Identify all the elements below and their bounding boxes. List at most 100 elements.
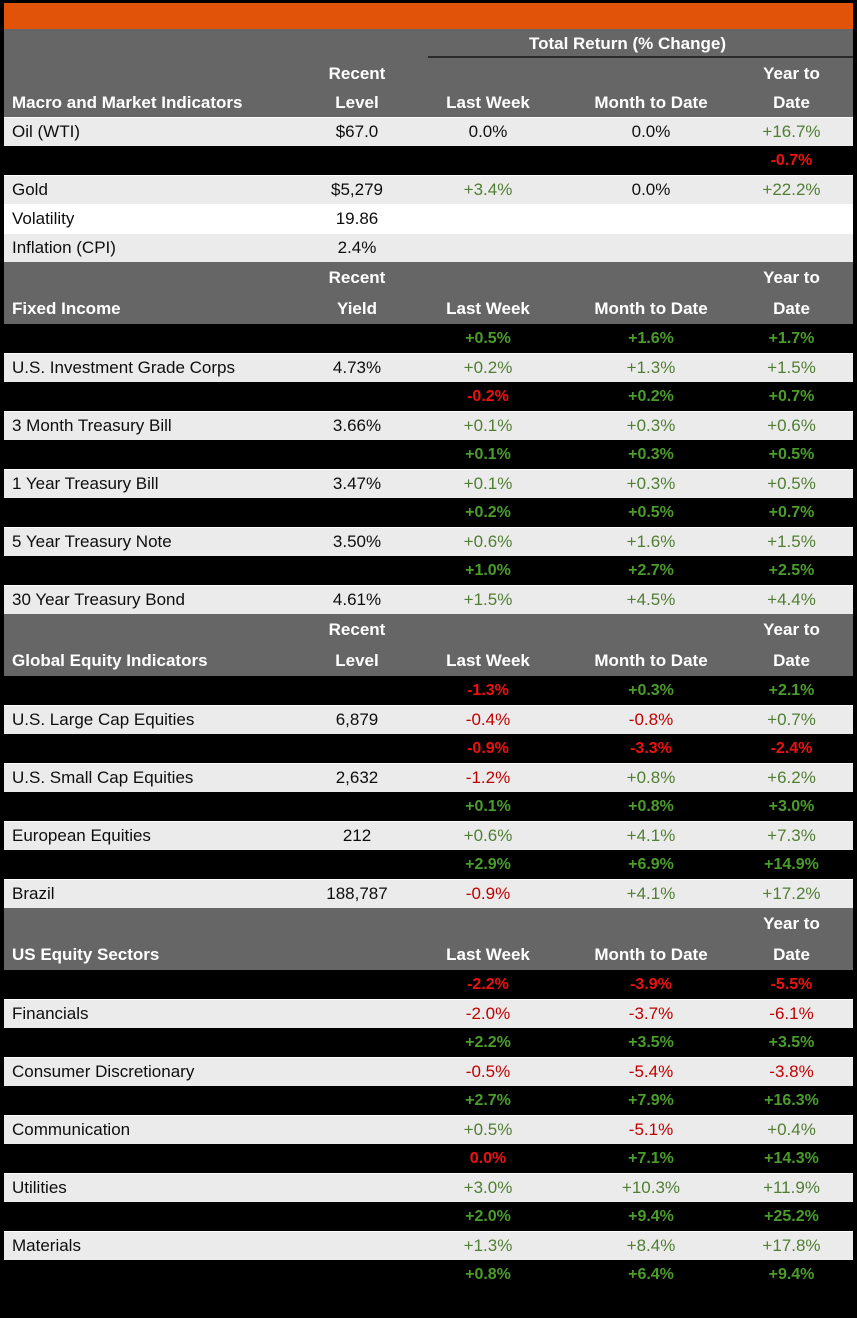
last-week-value: +3.4% <box>463 180 513 199</box>
last-week-header: Last Week <box>446 651 530 670</box>
recent-header <box>310 908 404 939</box>
year-to-date-value: +25.2% <box>764 1208 819 1225</box>
header-line-1: Recent Year to <box>4 614 853 645</box>
year-to-date-value: +17.2% <box>762 884 821 903</box>
month-to-date-header: Month to Date <box>594 651 708 670</box>
table-row: 5 Year Treasury Note 3.50% +0.6% +1.6% +1.5% <box>4 527 853 556</box>
table-row: Oil (WTI) $67.0 0.0% 0.0% +16.7% <box>4 117 853 146</box>
row-label <box>4 970 310 999</box>
last-week-value: -0.9% <box>467 740 509 757</box>
last-week-value: +0.2% <box>463 358 513 377</box>
year-to-date-value: +7.3% <box>767 826 816 845</box>
recent-level-value <box>310 1116 404 1144</box>
header-line-2: Macro and Market Indicators Level Last Wee… <box>4 88 853 117</box>
last-week-value: +0.2% <box>465 504 511 521</box>
row-label <box>4 1144 310 1173</box>
year-to-date-value: +14.9% <box>764 856 819 873</box>
last-week-value: -0.2% <box>467 388 509 405</box>
month-to-date-value: +2.7% <box>628 562 674 579</box>
table-row: +2.2% +3.5% +3.5% <box>4 1028 853 1057</box>
month-to-date-value: +4.1% <box>626 826 676 845</box>
header-spacer <box>4 59 310 88</box>
last-week-value <box>404 234 572 262</box>
header-line-2: Global Equity Indicators Level Last Week Mo… <box>4 645 853 676</box>
table-row: U.S. Small Cap Equities 2,632 -1.2% +0.8% +6… <box>4 763 853 792</box>
level-header: Level <box>335 651 379 670</box>
month-to-date-value: 0.0% <box>631 180 671 199</box>
table-row: -0.2% +0.2% +0.7% <box>4 382 853 411</box>
month-to-date-value: +0.3% <box>626 474 676 493</box>
month-to-date-value: +3.5% <box>628 1034 674 1051</box>
table-row: U.S. Large Cap Equities 6,879 -0.4% -0.8% +0… <box>4 705 853 734</box>
row-label <box>4 792 310 821</box>
recent-level-value <box>310 498 404 527</box>
report-section: Total Return (% Change) Recent Year to Macr… <box>4 29 853 262</box>
table-row: +2.9% +6.9% +14.9% <box>4 850 853 879</box>
last-week-value: +2.7% <box>465 1092 511 1109</box>
recent-level-value <box>310 146 404 175</box>
month-to-date-value: -5.4% <box>628 1062 674 1081</box>
year-to-date-value: +0.6% <box>767 416 816 435</box>
last-week-value: +0.6% <box>463 532 513 551</box>
table-row: +2.7% +7.9% +16.3% <box>4 1086 853 1115</box>
row-label <box>4 324 310 353</box>
month-to-date-value <box>572 234 730 262</box>
month-to-date-value: +6.9% <box>628 856 674 873</box>
recent-level-value <box>310 1144 404 1173</box>
recent-level-value: $67.0 <box>335 122 379 141</box>
recent-level-value: 3.50% <box>332 532 382 551</box>
table-row: Brazil 188,787 -0.9% +4.1% +17.2% <box>4 879 853 908</box>
table-row: -1.3% +0.3% +2.1% <box>4 676 853 705</box>
header-line-2: Fixed Income Yield Last Week Month to Date D… <box>4 293 853 324</box>
year-to-date-value: +1.5% <box>767 532 816 551</box>
month-to-date-value: +0.2% <box>628 388 674 405</box>
recent-header: Recent <box>328 64 386 83</box>
recent-level-value: 4.73% <box>332 358 382 377</box>
recent-level-value: 19.86 <box>335 209 379 228</box>
table-row: +1.0% +2.7% +2.5% <box>4 556 853 585</box>
year-to-date-value: +4.4% <box>767 590 816 609</box>
table-row: 0.0% +7.1% +14.3% <box>4 1144 853 1173</box>
month-to-date-value: +0.3% <box>626 416 676 435</box>
header-spacer <box>4 262 310 293</box>
last-week-header: Last Week <box>446 299 530 318</box>
year-to-date-value: +6.2% <box>767 768 816 787</box>
recent-header: Recent <box>328 620 386 639</box>
last-week-value: +1.0% <box>465 562 511 579</box>
year-to-date-value: +0.7% <box>767 710 816 729</box>
section-title: Macro and Market Indicators <box>12 93 243 112</box>
row-label <box>4 676 310 705</box>
row-label: Gold <box>12 180 48 199</box>
row-label <box>4 382 310 411</box>
row-label: Financials <box>12 1004 89 1023</box>
header-spacer <box>572 614 730 645</box>
month-to-date-value: +6.4% <box>628 1266 674 1283</box>
row-label <box>4 1202 310 1231</box>
header-spacer <box>404 59 572 88</box>
row-label: Inflation (CPI) <box>12 238 116 257</box>
last-week-value: +0.1% <box>465 446 511 463</box>
month-to-date-value: +9.4% <box>628 1208 674 1225</box>
recent-level-value <box>310 1202 404 1231</box>
market-report: Total Return (% Change) Recent Year to Macr… <box>4 3 853 1283</box>
month-to-date-value: +1.6% <box>628 330 674 347</box>
level-header: Level <box>335 93 379 112</box>
last-week-value: +0.1% <box>463 416 513 435</box>
year-to-date-value: +0.5% <box>767 474 816 493</box>
recent-level-value <box>310 734 404 763</box>
last-week-value <box>404 204 572 233</box>
month-to-date-value: +0.3% <box>628 682 674 699</box>
recent-header: Recent <box>328 268 386 287</box>
recent-level-value <box>310 850 404 879</box>
recent-level-value <box>310 324 404 353</box>
year-to-date-value: -6.1% <box>769 1004 814 1023</box>
row-label: European Equities <box>12 826 151 845</box>
header-line-1: Year to <box>4 908 853 939</box>
year-to-date-value: +3.5% <box>768 1034 815 1051</box>
year-to-date-value: +17.8% <box>762 1236 821 1255</box>
table-row: +0.1% +0.3% +0.5% <box>4 440 853 469</box>
year-to-header-line2: Date <box>773 651 810 670</box>
row-label: Utilities <box>12 1178 67 1197</box>
year-to-date-value: +14.3% <box>764 1150 819 1167</box>
table-row: 3 Month Treasury Bill 3.66% +0.1% +0.3% +0.6… <box>4 411 853 440</box>
